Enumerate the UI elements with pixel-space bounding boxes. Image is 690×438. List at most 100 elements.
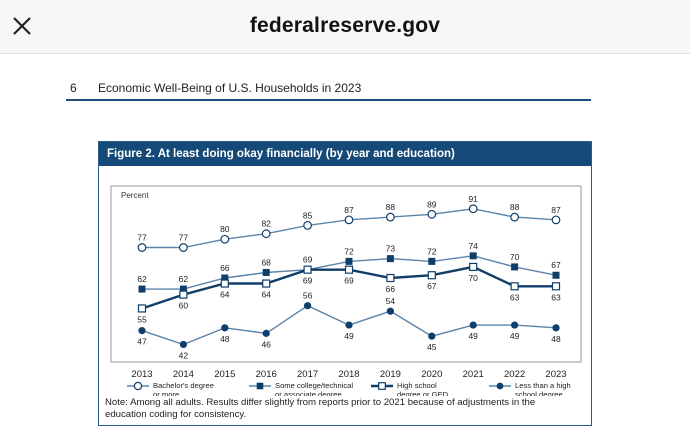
data-label: 62 — [179, 274, 189, 284]
figure-note: Note: Among all adults. Results differ s… — [105, 397, 536, 420]
data-label: 69 — [303, 276, 313, 286]
data-point — [386, 273, 395, 283]
data-point — [137, 243, 147, 252]
data-label: 73 — [386, 244, 396, 254]
plot-frame — [110, 185, 582, 363]
data-label: 77 — [137, 233, 147, 243]
site-title: federalreserve.gov — [249, 14, 441, 37]
legend-label: High school — [397, 381, 437, 390]
data-point — [510, 282, 519, 291]
data-label: 91 — [468, 194, 478, 204]
data-label: 87 — [344, 205, 354, 215]
data-label: 54 — [386, 296, 396, 306]
data-point — [262, 268, 270, 276]
data-label: 49 — [510, 331, 520, 341]
data-point — [511, 321, 519, 329]
legend-label: Less than a high — [515, 381, 571, 390]
data-label: 68 — [261, 257, 271, 267]
data-label: 88 — [386, 202, 396, 212]
x-tick-label: 2022 — [504, 369, 525, 380]
legend-label: school degree — [515, 390, 563, 396]
data-label: 56 — [303, 291, 313, 301]
data-point — [510, 212, 520, 222]
data-point — [551, 215, 561, 225]
data-point — [344, 215, 354, 225]
page-number: 6 — [70, 81, 77, 95]
data-point — [428, 332, 436, 340]
data-point — [469, 262, 478, 272]
legend-marker — [133, 381, 143, 391]
data-label: 70 — [510, 252, 520, 262]
data-label: 47 — [137, 337, 147, 347]
data-label: 48 — [551, 334, 561, 344]
data-point — [303, 265, 312, 274]
data-point — [386, 255, 394, 263]
data-point — [552, 324, 560, 332]
data-label: 49 — [344, 331, 354, 341]
legend-label: or associate degree — [275, 390, 342, 396]
data-label: 64 — [220, 290, 230, 300]
data-label: 70 — [468, 273, 478, 283]
running-header: 6 Economic Well-Being of U.S. Households … — [70, 81, 361, 95]
data-point — [427, 209, 437, 219]
data-label: 72 — [427, 246, 437, 256]
legend-label: Some college/technical — [275, 381, 353, 390]
data-point — [304, 302, 312, 310]
data-label: 69 — [344, 276, 354, 286]
data-label: 64 — [261, 290, 271, 300]
y-axis-label: Percent — [121, 191, 149, 200]
data-label: 69 — [303, 255, 313, 265]
data-point — [178, 243, 188, 252]
data-point — [262, 279, 271, 288]
data-label: 42 — [179, 350, 189, 360]
data-point — [261, 229, 271, 239]
x-tick-label: 2018 — [338, 369, 359, 380]
data-point — [386, 307, 394, 315]
browser-top-bar: federalreserve.gov — [0, 0, 690, 54]
data-point — [303, 220, 313, 230]
data-label: 55 — [137, 314, 147, 324]
x-tick-label: 2015 — [214, 369, 235, 380]
data-point — [511, 263, 519, 271]
data-point — [428, 257, 436, 265]
data-label: 66 — [220, 263, 230, 273]
header-rule — [66, 99, 591, 101]
data-point — [427, 271, 436, 280]
x-tick-label: 2019 — [380, 369, 401, 380]
data-label: 89 — [427, 199, 437, 209]
close-icon[interactable] — [10, 14, 34, 38]
data-point — [221, 324, 229, 332]
data-point — [137, 304, 147, 313]
legend-label: Bachelor's degree — [153, 381, 214, 390]
data-label: 49 — [468, 331, 478, 341]
data-label: 72 — [344, 246, 354, 256]
x-tick-label: 2017 — [297, 369, 318, 380]
data-point — [220, 279, 229, 288]
data-point — [552, 271, 560, 279]
x-tick-label: 2014 — [173, 369, 194, 380]
data-point — [138, 285, 146, 293]
data-point — [386, 212, 395, 222]
data-point — [262, 329, 270, 337]
data-point — [138, 327, 146, 335]
data-point — [179, 340, 187, 349]
legend-marker — [496, 382, 504, 390]
x-tick-label: 2013 — [131, 369, 152, 380]
x-tick-label: 2020 — [421, 369, 442, 380]
x-tick-label: 2023 — [545, 369, 566, 380]
data-point — [345, 257, 353, 265]
line-chart: Percent 2013 2014 2015 2016 2017 2018 2019 2020 2… — [110, 185, 582, 396]
data-label: 45 — [427, 342, 437, 352]
data-label: 85 — [303, 210, 313, 220]
data-label: 66 — [386, 284, 396, 294]
data-label: 62 — [137, 274, 147, 284]
data-point — [179, 290, 188, 299]
x-tick-label: 2016 — [256, 369, 277, 380]
figure-title: Figure 2. At least doing okay financiall… — [99, 142, 591, 166]
legend-label: or more — [153, 390, 179, 396]
data-label: 63 — [510, 292, 520, 302]
data-point — [345, 321, 353, 329]
data-point — [468, 204, 478, 214]
data-label: 67 — [427, 281, 437, 291]
x-tick-label: 2021 — [463, 369, 484, 380]
